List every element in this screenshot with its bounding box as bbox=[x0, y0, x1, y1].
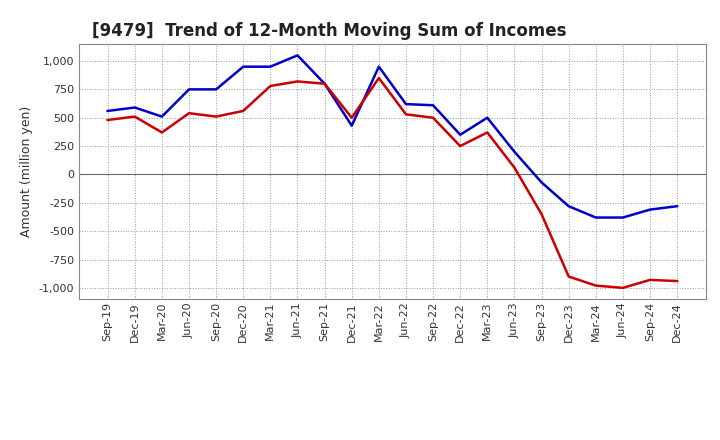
Net Income bbox=[320, 81, 329, 86]
Ordinary Income bbox=[618, 215, 627, 220]
Net Income bbox=[510, 165, 518, 170]
Net Income bbox=[185, 110, 194, 116]
Line: Net Income: Net Income bbox=[108, 78, 677, 288]
Ordinary Income bbox=[185, 87, 194, 92]
Net Income bbox=[293, 79, 302, 84]
Net Income bbox=[402, 112, 410, 117]
Text: [9479]  Trend of 12-Month Moving Sum of Incomes: [9479] Trend of 12-Month Moving Sum of I… bbox=[91, 22, 566, 40]
Line: Ordinary Income: Ordinary Income bbox=[108, 55, 677, 217]
Net Income bbox=[158, 130, 166, 135]
Ordinary Income bbox=[320, 81, 329, 86]
Net Income bbox=[483, 130, 492, 135]
Net Income bbox=[348, 115, 356, 121]
Ordinary Income bbox=[672, 204, 681, 209]
Net Income bbox=[672, 279, 681, 284]
Ordinary Income bbox=[130, 105, 139, 110]
Net Income bbox=[104, 117, 112, 123]
Ordinary Income bbox=[483, 115, 492, 121]
Net Income bbox=[646, 277, 654, 282]
Ordinary Income bbox=[266, 64, 275, 70]
Ordinary Income bbox=[374, 64, 383, 70]
Net Income bbox=[266, 83, 275, 88]
Net Income bbox=[456, 143, 464, 149]
Ordinary Income bbox=[402, 102, 410, 107]
Ordinary Income bbox=[104, 108, 112, 114]
Net Income bbox=[374, 75, 383, 81]
Ordinary Income bbox=[510, 149, 518, 154]
Net Income bbox=[428, 115, 437, 121]
Ordinary Income bbox=[212, 87, 220, 92]
Net Income bbox=[130, 114, 139, 119]
Net Income bbox=[239, 108, 248, 114]
Net Income bbox=[212, 114, 220, 119]
Net Income bbox=[564, 274, 573, 279]
Ordinary Income bbox=[564, 204, 573, 209]
Y-axis label: Amount (million yen): Amount (million yen) bbox=[20, 106, 33, 237]
Ordinary Income bbox=[537, 180, 546, 185]
Ordinary Income bbox=[348, 123, 356, 128]
Net Income bbox=[591, 283, 600, 288]
Ordinary Income bbox=[239, 64, 248, 70]
Net Income bbox=[618, 285, 627, 290]
Ordinary Income bbox=[428, 103, 437, 108]
Ordinary Income bbox=[456, 132, 464, 137]
Ordinary Income bbox=[293, 53, 302, 58]
Net Income bbox=[537, 212, 546, 217]
Ordinary Income bbox=[158, 114, 166, 119]
Ordinary Income bbox=[591, 215, 600, 220]
Ordinary Income bbox=[646, 207, 654, 212]
